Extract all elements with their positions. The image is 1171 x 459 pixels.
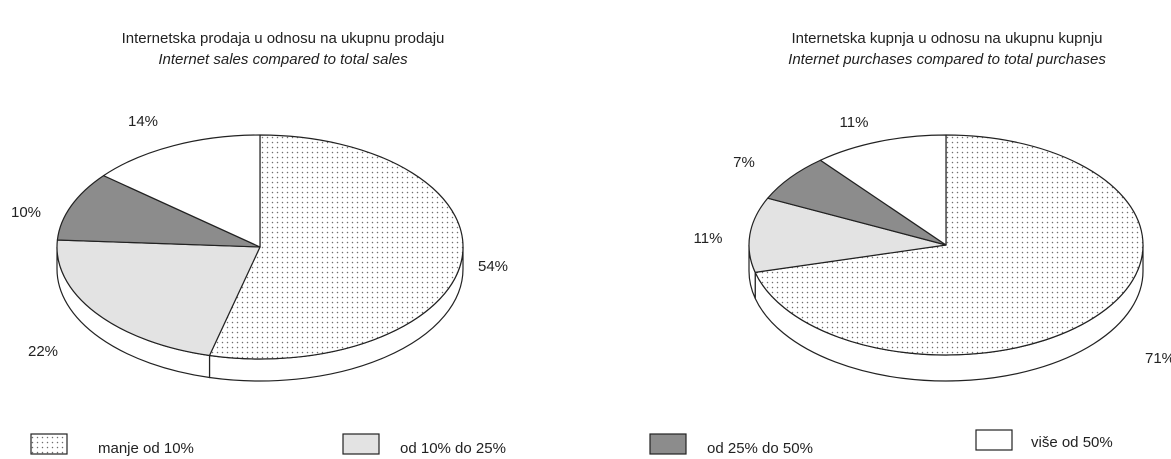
left-data-label-10: 10%	[11, 204, 41, 221]
right-pie-slice-2	[748, 197, 947, 273]
left-pie-slice-4	[102, 134, 261, 248]
right-data-label-11a: 11%	[694, 230, 723, 247]
legend-label-1: manje od 10%	[98, 440, 194, 457]
legend: manje od 10% od 10% do 25% od 25% do 50%…	[30, 429, 1113, 457]
legend-swatch-dark	[649, 433, 687, 455]
legend-label-2: od 10% do 25%	[400, 440, 506, 457]
right-chart-subtitle: Internet purchases compared to total pur…	[788, 51, 1106, 68]
left-data-label-54: 54%	[478, 258, 508, 275]
legend-label-4: više od 50%	[1031, 434, 1113, 451]
legend-swatch-white	[975, 429, 1013, 451]
right-pie-slice-1	[754, 134, 1144, 356]
legend-swatch-dotted	[30, 433, 68, 455]
right-data-label-71: 71%	[1145, 350, 1171, 367]
legend-swatch-light	[342, 433, 380, 455]
left-pie-slice-3	[56, 175, 261, 248]
legend-label-3: od 25% do 50%	[707, 440, 813, 457]
left-pie	[56, 134, 464, 382]
right-data-label-11b: 11%	[840, 114, 869, 131]
left-pie-slice-1	[208, 134, 464, 360]
right-data-label-7: 7%	[733, 154, 755, 171]
left-data-label-14: 14%	[128, 113, 158, 130]
right-chart-title: Internetska kupnja u odnosu na ukupnu ku…	[791, 30, 1102, 47]
left-chart-subtitle: Internet sales compared to total sales	[158, 51, 408, 68]
left-chart-title: Internetska prodaja u odnosu na ukupnu p…	[122, 30, 445, 47]
right-pie	[748, 134, 1144, 382]
left-pie-slice-2	[56, 239, 261, 357]
right-pie-slice-4	[819, 134, 947, 246]
left-data-label-22: 22%	[28, 343, 58, 360]
